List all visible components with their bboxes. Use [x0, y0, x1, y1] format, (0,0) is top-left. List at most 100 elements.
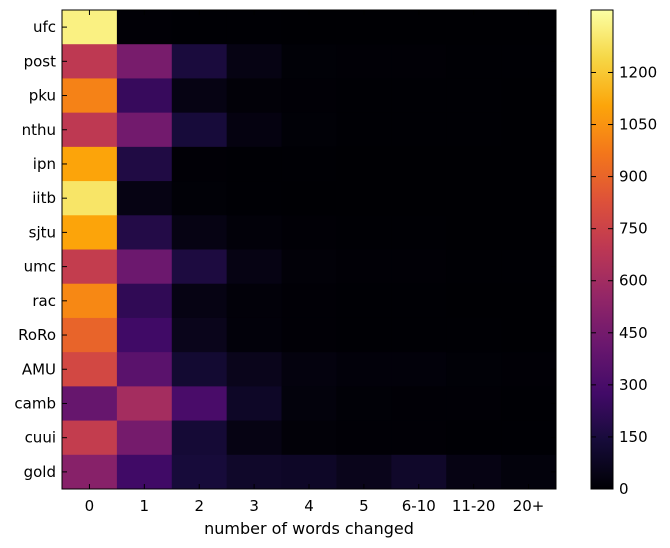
heatmap-cell — [446, 10, 502, 45]
heatmap-cell — [391, 181, 447, 216]
heatmap-cell — [446, 78, 502, 114]
heatmap-cell — [116, 283, 173, 319]
heatmap-cell — [501, 454, 557, 490]
heatmap-cell — [281, 317, 337, 353]
heatmap-cell — [116, 78, 173, 114]
colorbar-tick-label: 450 — [619, 324, 648, 342]
heatmap-cell — [62, 146, 118, 182]
heatmap-cell — [171, 181, 228, 216]
colorbar-tick-label: 1050 — [619, 116, 657, 134]
heatmap-cell — [226, 44, 283, 79]
heatmap-cell — [226, 112, 283, 148]
heatmap-cell — [116, 454, 173, 490]
y-tick-label: camb — [14, 394, 56, 412]
y-tick-label: gold — [24, 463, 56, 481]
heatmap-cell — [501, 181, 557, 216]
colorbar-ticks: 0 150 300 450 600 750 900 1050 1200 — [591, 63, 657, 498]
heatmap-cell — [501, 112, 557, 148]
heatmap-cell — [116, 386, 173, 422]
heatmap-cell — [62, 317, 118, 353]
colorbar-tick-label: 300 — [619, 376, 648, 394]
heatmap-cell — [281, 78, 337, 114]
heatmap-cell — [171, 10, 228, 45]
heatmap-cell — [336, 10, 392, 45]
heatmap-cell — [336, 454, 392, 490]
heatmap-cell — [446, 454, 502, 490]
heatmap-cell — [446, 44, 502, 79]
heatmap-cell — [391, 215, 447, 250]
heatmap-cell — [281, 249, 337, 285]
x-tick-label: 6-10 — [402, 497, 436, 515]
y-tick-label: nthu — [22, 121, 56, 139]
heatmap-cell — [336, 44, 392, 79]
heatmap-cell — [391, 249, 447, 285]
heatmap-cell — [446, 181, 502, 216]
y-tick-label: AMU — [22, 360, 56, 378]
x-tick-label: 4 — [304, 497, 314, 515]
colorbar — [590, 9, 614, 490]
heatmap-cell — [226, 78, 283, 114]
heatmap-cell — [336, 112, 392, 148]
heatmap-cell — [171, 352, 228, 387]
heatmap-cell — [446, 317, 502, 353]
heatmap-cell — [116, 317, 173, 353]
y-tick-label: rac — [32, 292, 56, 310]
heatmap-cell — [501, 44, 557, 79]
heatmap-cell — [446, 215, 502, 250]
x-tick-label: 0 — [85, 497, 95, 515]
heatmap-cell — [336, 146, 392, 182]
heatmap-cell — [501, 283, 557, 319]
heatmap-cell — [336, 317, 392, 353]
heatmap-cell — [336, 215, 392, 250]
y-tick-label: ufc — [33, 18, 56, 36]
colorbar-tick-label: 750 — [619, 220, 648, 238]
heatmap-cell — [391, 420, 447, 456]
heatmap-cell — [446, 146, 502, 182]
heatmap-cell — [391, 454, 447, 490]
heatmap-cell — [171, 44, 228, 79]
heatmap-cell — [391, 112, 447, 148]
heatmap-cell — [446, 283, 502, 319]
heatmap-cell — [281, 386, 337, 422]
heatmap-cell — [281, 112, 337, 148]
heatmap-cell — [446, 112, 502, 148]
heatmap-cell — [226, 420, 283, 456]
heatmap-cell — [281, 44, 337, 79]
heatmap-cell — [62, 249, 118, 285]
x-tick-label: 11-20 — [452, 497, 496, 515]
heatmap-cell — [281, 215, 337, 250]
heatmap-cell — [226, 454, 283, 490]
heatmap-cell — [171, 283, 228, 319]
heatmap-cell — [62, 112, 118, 148]
x-tick-label: 20+ — [513, 497, 545, 515]
heatmap-cell — [116, 44, 173, 79]
heatmap-cell — [116, 420, 173, 456]
heatmap-cell — [171, 317, 228, 353]
heatmap-cell — [391, 78, 447, 114]
heatmap-cell — [391, 44, 447, 79]
heatmap-cell — [226, 249, 283, 285]
heatmap-cell — [281, 181, 337, 216]
heatmap-cell — [171, 112, 228, 148]
heatmap-cell — [116, 10, 173, 45]
heatmap-cell — [391, 146, 447, 182]
heatmap-cell — [336, 352, 392, 387]
heatmap-cell — [281, 146, 337, 182]
y-tick-label: umc — [24, 258, 56, 276]
heatmap-cell — [171, 420, 228, 456]
heatmap-cell — [116, 112, 173, 148]
heatmap-cell — [62, 181, 118, 216]
heatmap-cell — [171, 146, 228, 182]
heatmap-cell — [62, 283, 118, 319]
heatmap-cell — [226, 181, 283, 216]
heatmap-cell — [171, 386, 228, 422]
heatmap-cell — [62, 44, 118, 79]
heatmap-cell — [336, 283, 392, 319]
heatmap-cell — [281, 454, 337, 490]
y-tick-label: post — [24, 52, 57, 70]
y-axis-ticks: ufc post pku nthu ipn iitb sjtu umc rac RoRo AMU ca… — [14, 18, 556, 481]
x-axis-ticks: 0 1 2 3 4 5 6-10 11-20 20+ — [85, 10, 545, 515]
heatmap-cell — [501, 249, 557, 285]
y-tick-label: ipn — [33, 155, 56, 173]
